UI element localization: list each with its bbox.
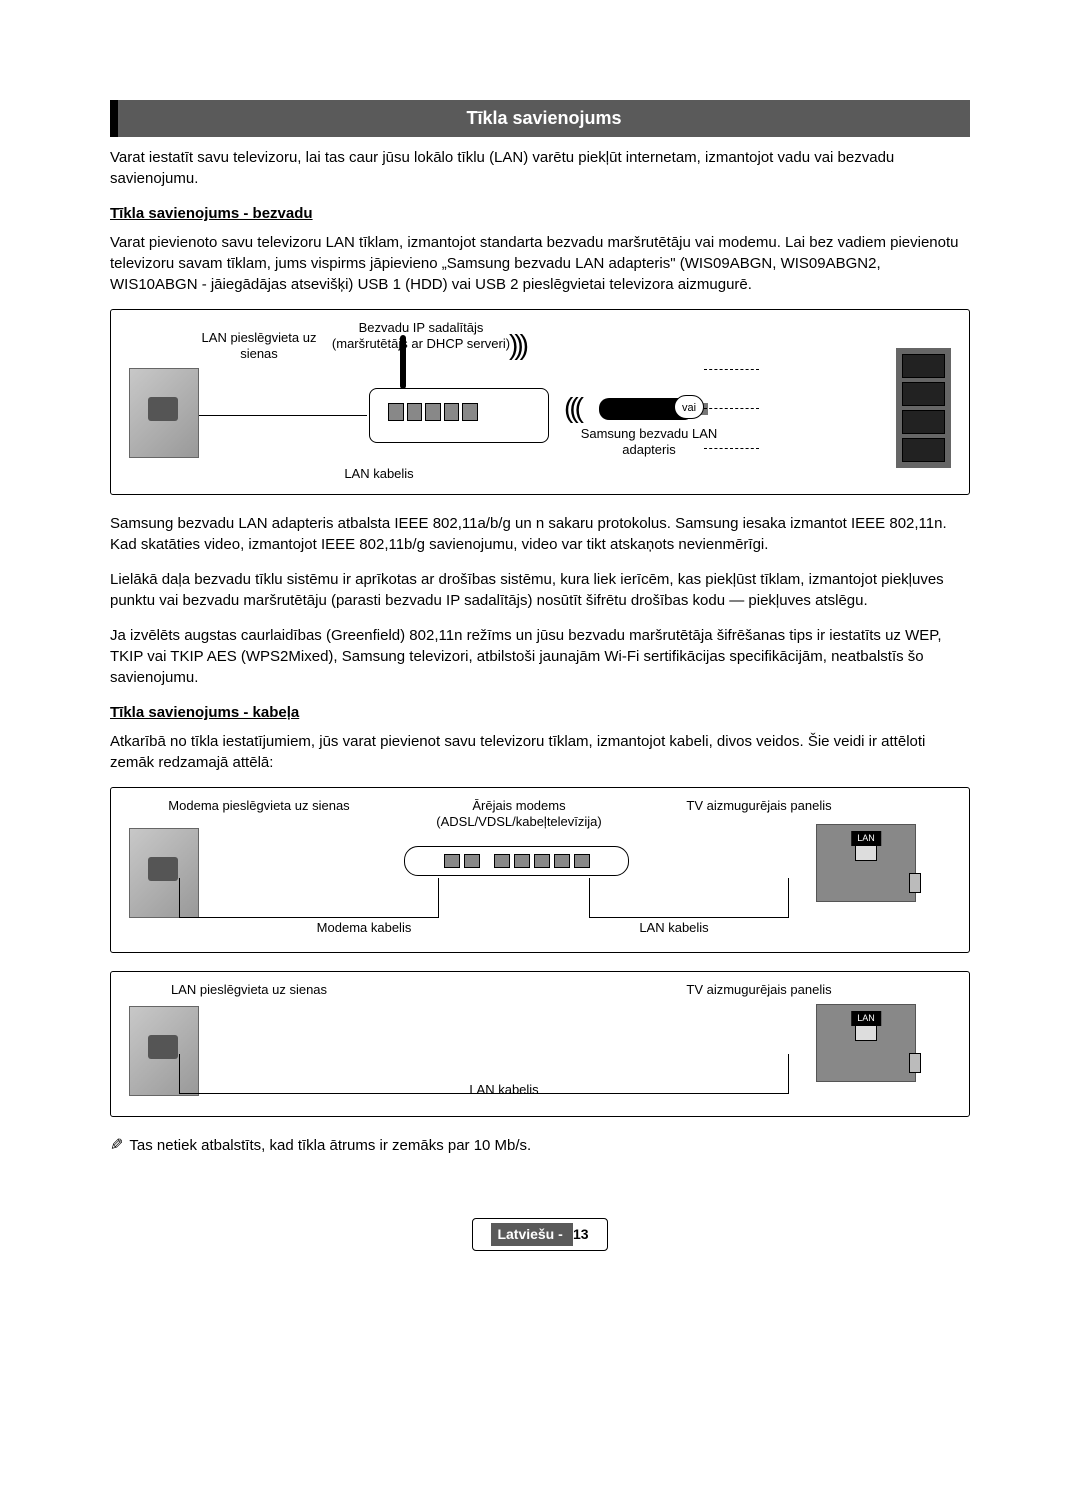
- modem-cable-line: [179, 878, 439, 918]
- note-text: Tas netiek atbalstīts, kad tīkla ātrums …: [129, 1135, 531, 1156]
- wireless-p3: Lielākā daļa bezvadu tīklu sistēmu ir ap…: [110, 569, 970, 611]
- wireless-router-icon: [369, 388, 549, 443]
- wired-heading: Tīkla savienojums - kabeļa: [110, 702, 970, 723]
- page-footer: Latviešu - 13: [110, 1218, 970, 1252]
- lan-cable-label: LAN kabelis: [609, 920, 739, 936]
- section-title: Tīkla savienojums: [110, 100, 970, 137]
- tv-back-panel-icon: LAN: [816, 824, 916, 902]
- tv-side-port-icon: [909, 873, 921, 893]
- wall-lan-label: LAN pieslēgvieta uz sienas: [184, 330, 334, 361]
- wifi-waves-icon: ))): [509, 325, 525, 364]
- footer-page: 13: [573, 1226, 589, 1242]
- wired-diagram-direct: LAN pieslēgvieta uz sienas TV aizmugurēj…: [110, 971, 970, 1117]
- modem-icon: [404, 846, 629, 876]
- tv-usb-ports-icon: [896, 348, 951, 468]
- modem-cable-label: Modema kabelis: [299, 920, 429, 936]
- wired-p1: Atkarībā no tīkla iestatījumiem, jūs var…: [110, 731, 970, 773]
- modem-wall-label: Modema pieslēgvieta uz sienas: [149, 798, 369, 814]
- footer-lang: Latviešu -: [491, 1223, 572, 1247]
- note: ✎ Tas netiek atbalstīts, kad tīkla ātrum…: [110, 1135, 970, 1157]
- wired-diagram-modem: Modema pieslēgvieta uz sienas Ārējais mo…: [110, 787, 970, 953]
- wireless-p4: Ja izvēlēts augstas caurlaidības (Greenf…: [110, 625, 970, 688]
- lan-cable-label: LAN kabelis: [329, 466, 429, 482]
- tv-back-label: TV aizmugurējais panelis: [669, 982, 849, 998]
- tv-lan-port-icon: [855, 1025, 877, 1041]
- external-modem-label: Ārējais modems (ADSL/VDSL/kabeļtelevīzij…: [419, 798, 619, 829]
- wireless-p1: Varat pievienoto savu televizoru LAN tīk…: [110, 232, 970, 295]
- tv-back-label: TV aizmugurējais panelis: [669, 798, 849, 814]
- intro-text: Varat iestatīt savu televizoru, lai tas …: [110, 147, 970, 189]
- tv-lan-port-label: LAN: [851, 1011, 881, 1026]
- or-badge: vai: [674, 395, 704, 419]
- dashed-connector: [704, 369, 759, 370]
- adapter-label: Samsung bezvadu LAN adapteris: [579, 426, 719, 457]
- dashed-connector: [704, 408, 759, 409]
- tv-back-panel-icon: LAN: [816, 1004, 916, 1082]
- note-hand-icon: ✎: [110, 1135, 123, 1157]
- tv-side-port-icon: [909, 1053, 921, 1073]
- tv-lan-port-label: LAN: [851, 831, 881, 846]
- wireless-heading: Tīkla savienojums - bezvadu: [110, 203, 970, 224]
- router-label: Bezvadu IP sadalītājs (maršrutētājs ar D…: [321, 320, 521, 351]
- lan-wall-label: LAN pieslēgvieta uz sienas: [149, 982, 349, 998]
- lan-cable-line: [589, 878, 789, 918]
- lan-cable-line: [199, 415, 367, 416]
- wall-plate-icon: [129, 368, 199, 458]
- wireless-diagram: LAN pieslēgvieta uz sienas Bezvadu IP sa…: [110, 309, 970, 495]
- tv-lan-port-icon: [855, 845, 877, 861]
- wifi-waves-icon: (((: [564, 388, 580, 427]
- wireless-p2: Samsung bezvadu LAN adapteris atbalsta I…: [110, 513, 970, 555]
- lan-cable-label: LAN kabelis: [439, 1082, 569, 1098]
